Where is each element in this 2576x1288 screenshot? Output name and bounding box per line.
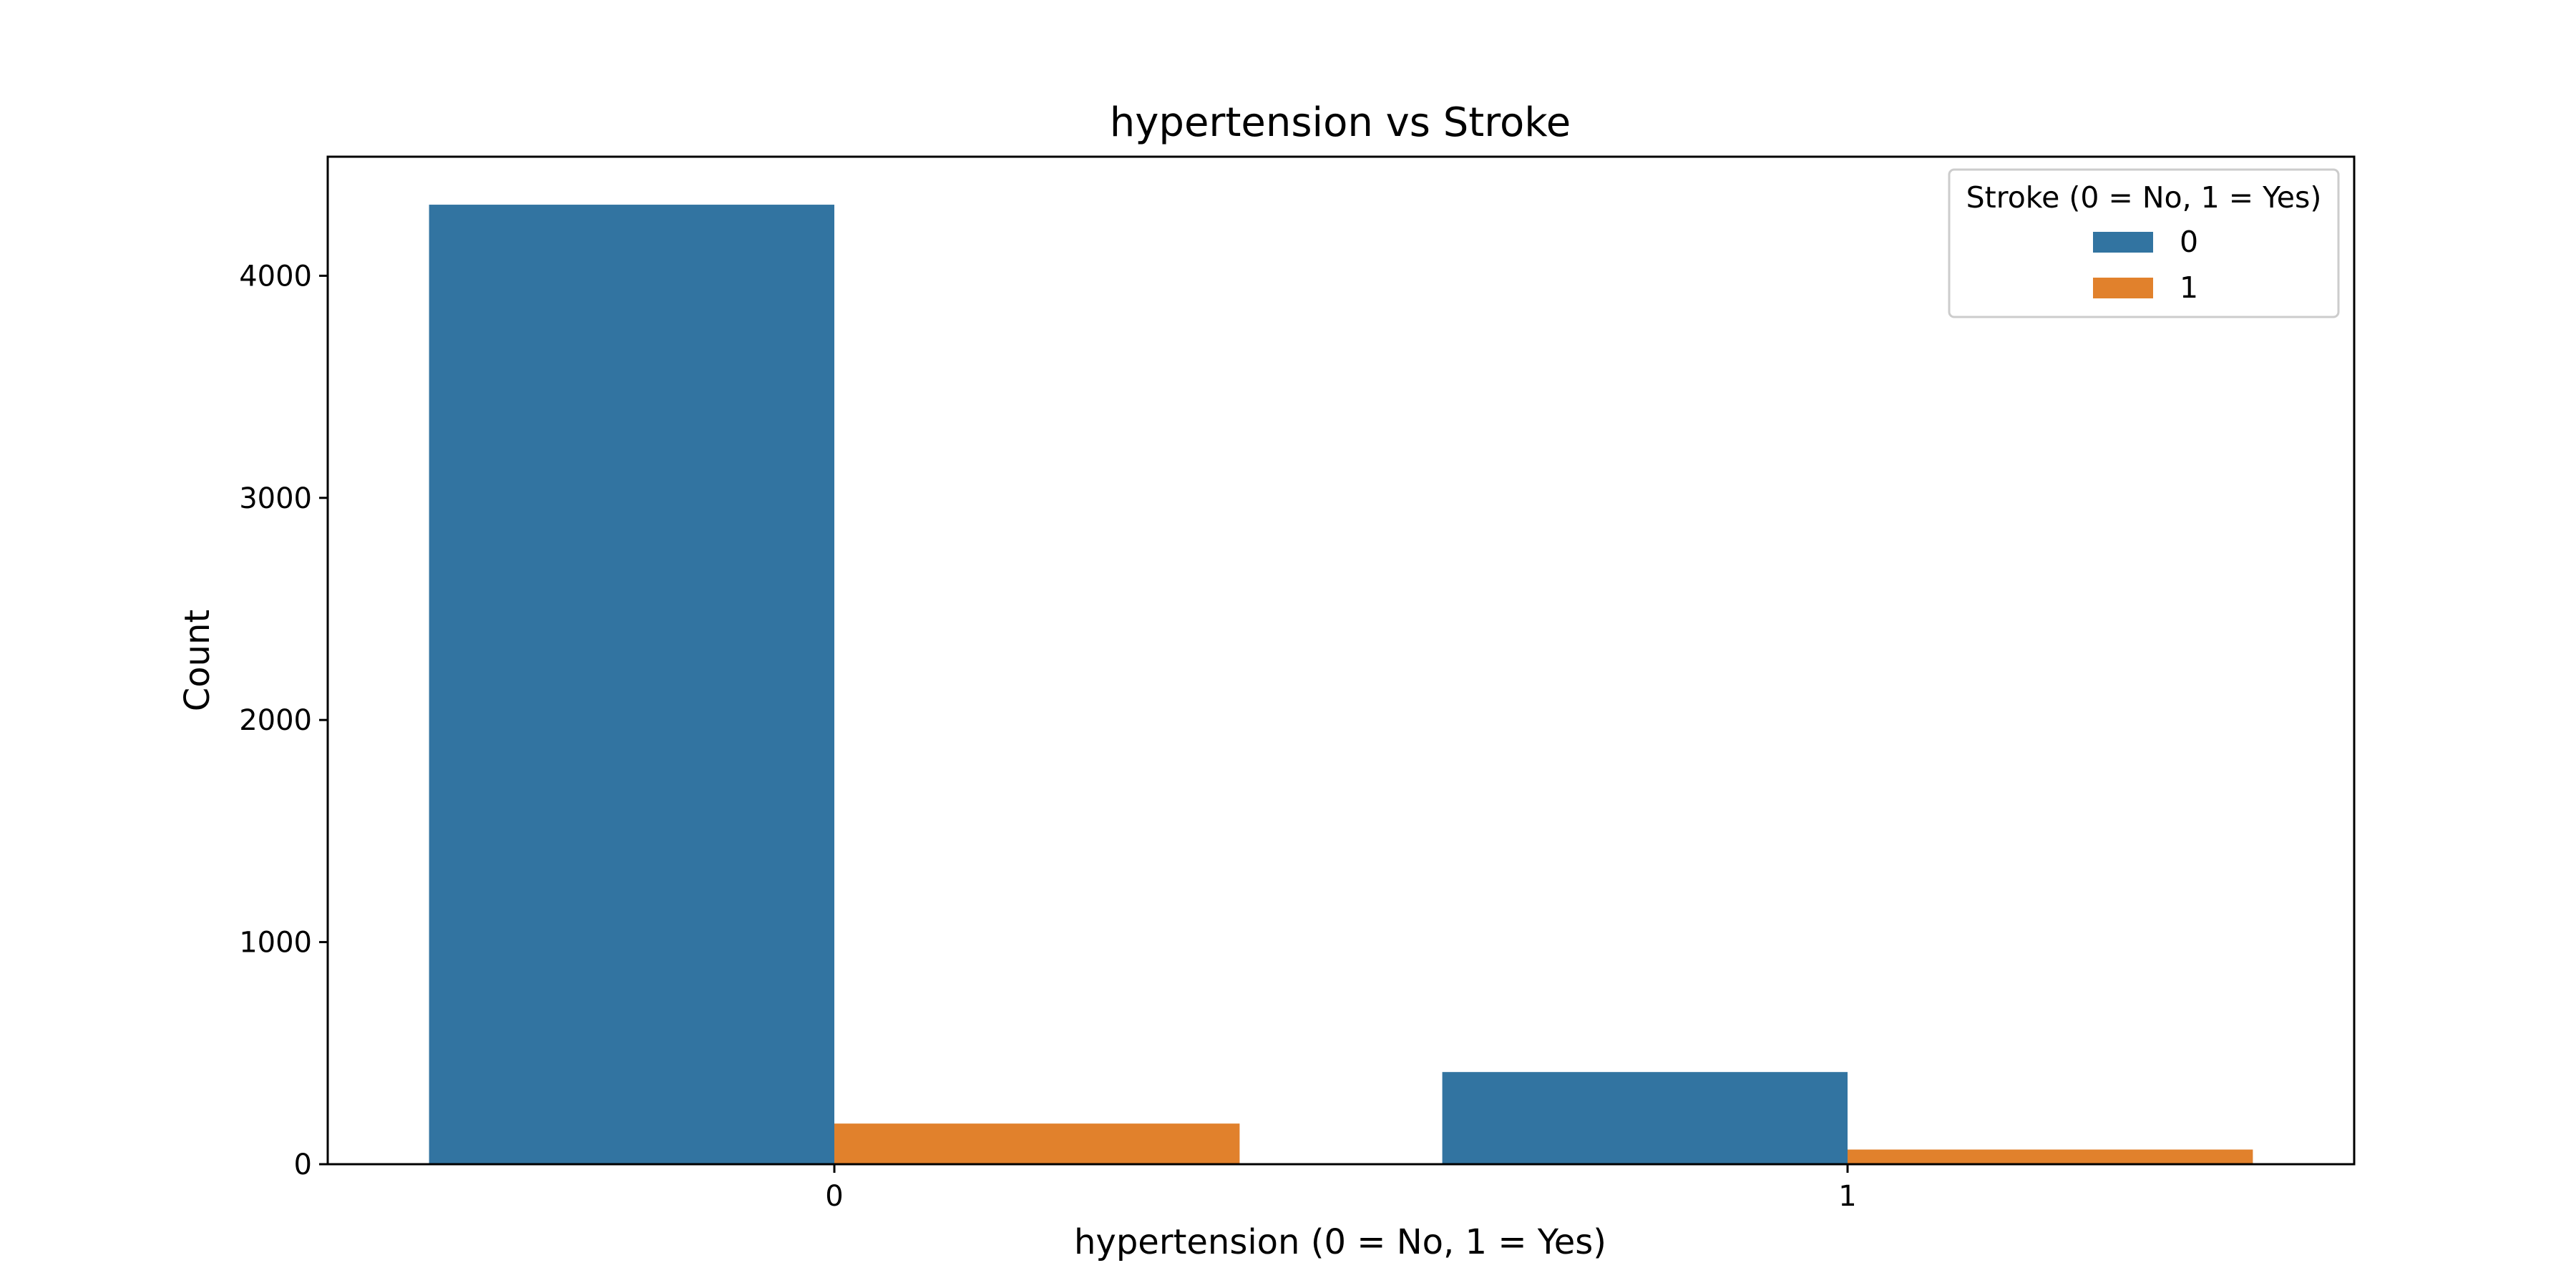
y-tick-label: 1000 bbox=[239, 927, 312, 960]
ticks-layer: 0 1000 2000 3000 4000 0 1 bbox=[239, 260, 1857, 1213]
y-tick-label: 3000 bbox=[239, 482, 312, 515]
bar-series-1-cat-0 bbox=[834, 1123, 1240, 1164]
legend-swatch-1 bbox=[2093, 278, 2153, 298]
y-tick-label: 4000 bbox=[239, 260, 312, 293]
legend-label-0: 0 bbox=[2180, 225, 2198, 259]
x-tick-label: 0 bbox=[825, 1180, 843, 1213]
x-axis-title: hypertension (0 = No, 1 = Yes) bbox=[1074, 1222, 1606, 1262]
y-axis-title: Count bbox=[177, 610, 218, 712]
y-tick-label: 0 bbox=[294, 1148, 312, 1181]
bar-series-0-cat-1 bbox=[1442, 1072, 1848, 1164]
bar-series-1-cat-1 bbox=[1848, 1149, 2253, 1164]
legend: Stroke (0 = No, 1 = Yes) 01 bbox=[1948, 168, 2340, 318]
plot-frame bbox=[326, 155, 2356, 1166]
chart-title: hypertension vs Stroke bbox=[1110, 99, 1571, 146]
legend-title: Stroke (0 = No, 1 = Yes) bbox=[1966, 180, 2322, 215]
legend-swatch-0 bbox=[2093, 232, 2153, 253]
legend-entries: 01 bbox=[2093, 225, 2198, 305]
bars-layer bbox=[429, 205, 2253, 1164]
legend-label-1: 1 bbox=[2180, 270, 2198, 305]
y-tick-label: 2000 bbox=[239, 704, 312, 737]
x-tick-label: 1 bbox=[1838, 1180, 1856, 1213]
bar-series-0-cat-0 bbox=[429, 205, 834, 1164]
